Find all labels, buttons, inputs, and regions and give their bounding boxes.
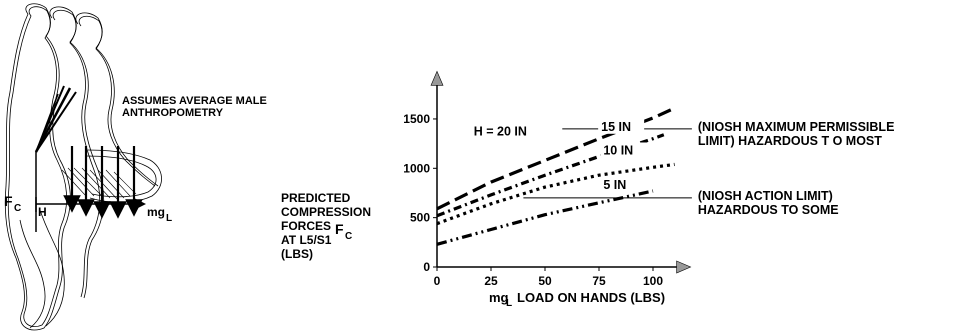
- fc-subscript: C: [14, 203, 21, 214]
- series-label-background: [598, 118, 645, 134]
- y-tick-label: 500: [410, 211, 430, 225]
- x-axis-arrow: [676, 260, 692, 274]
- fc-label: F: [4, 193, 13, 209]
- series-label: 5 IN: [603, 178, 626, 192]
- h-label: H: [38, 205, 47, 219]
- reference-label-line-1: (NIOSH MAXIMUM PERMISSIBLE: [698, 120, 895, 134]
- series-line: [436, 133, 665, 218]
- x-tick-label: 50: [538, 274, 552, 288]
- y-axis-description: PREDICTED COMPRESSION FORCES F C AT L5/S…: [281, 191, 371, 261]
- y-tick-label: 1500: [403, 112, 430, 126]
- series-label: H = 20 IN: [474, 125, 527, 139]
- chart-series: [436, 106, 676, 246]
- ylabel-line-1: PREDICTED: [281, 191, 351, 205]
- series-line: [436, 106, 676, 211]
- y-tick-label: 1000: [403, 161, 430, 175]
- series-label: 15 IN: [601, 120, 631, 134]
- y-tick-label: 0: [423, 260, 430, 274]
- x-tick-label: 100: [643, 274, 663, 288]
- load-arrows: [63, 146, 143, 219]
- x-axis-label-prefix: mg: [489, 290, 509, 305]
- ylabel-line-4: AT L5/S1: [281, 233, 332, 247]
- x-tick-label: 0: [434, 274, 441, 288]
- series-label-background: [470, 123, 549, 139]
- series-label: 10 IN: [603, 143, 633, 157]
- series-label-background: [600, 142, 647, 158]
- reference-label-line-1: (NIOSH ACTION LIMIT): [698, 189, 833, 203]
- series-line: [436, 162, 675, 226]
- ylabel-line-2: COMPRESSION: [281, 205, 371, 219]
- series-line: [436, 189, 654, 246]
- mg-label: mg: [147, 205, 165, 219]
- x-axis-label: mg L LOAD ON HANDS (LBS): [489, 290, 665, 309]
- spine-force-lines: [34, 85, 77, 232]
- x-tick-label: 75: [592, 274, 606, 288]
- x-axis-label-text: LOAD ON HANDS (LBS): [517, 290, 665, 305]
- ylabel-line-5: (LBS): [281, 247, 313, 261]
- ylabel-fc: F: [335, 221, 344, 237]
- reference-label-line-2: HAZARDOUS TO SOME: [698, 203, 839, 217]
- x-tick-label: 25: [484, 274, 498, 288]
- y-axis-arrow: [430, 70, 444, 86]
- moment-arm-line: [35, 197, 146, 212]
- assumption-line-2: ANTHROPOMETRY: [122, 107, 224, 119]
- assumption-line-1: ASSUMES AVERAGE MALE: [122, 95, 267, 107]
- reference-label-line-2: LIMIT) HAZARDOUS T O MOST: [698, 134, 882, 148]
- lifting-figure-illustration: [4, 3, 162, 331]
- ylabel-line-3: FORCES: [281, 219, 331, 233]
- chart-axes: [430, 70, 692, 274]
- series-labels: H = 20 IN 15 IN 10 IN 5 IN: [470, 118, 647, 193]
- mg-subscript: L: [166, 213, 172, 224]
- x-axis-label-subscript: L: [506, 298, 512, 309]
- series-label-background: [600, 177, 639, 193]
- ylabel-fc-subscript: C: [345, 231, 352, 242]
